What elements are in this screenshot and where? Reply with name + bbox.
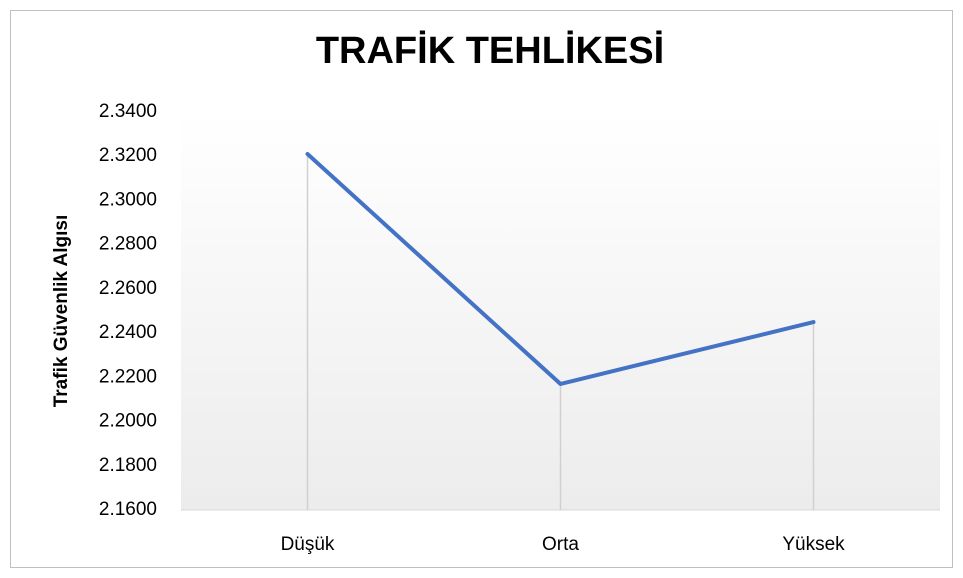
y-tick-label: 2.2000: [99, 411, 157, 432]
y-tick-label: 2.3400: [99, 101, 157, 122]
y-tick-label: 2.1600: [99, 499, 157, 520]
y-tick-label: 2.2600: [99, 278, 157, 299]
x-tick-label: Düşük: [281, 534, 335, 555]
data-line: [305, 152, 816, 386]
x-tick-label: Orta: [542, 534, 579, 555]
chart-title: TRAFİK TEHLİKESİ: [316, 30, 664, 72]
x-tick-label: Yüksek: [782, 534, 845, 555]
y-axis-label: Trafik Güvenlik Algısı: [51, 215, 72, 408]
y-tick-label: 2.2200: [99, 366, 157, 387]
y-tick-label: 2.3000: [99, 189, 157, 210]
y-tick-label: 2.2800: [99, 234, 157, 255]
y-tick-label: 2.2400: [99, 322, 157, 343]
y-tick-label: 2.1800: [99, 455, 157, 476]
y-tick-label: 2.3200: [99, 145, 157, 166]
